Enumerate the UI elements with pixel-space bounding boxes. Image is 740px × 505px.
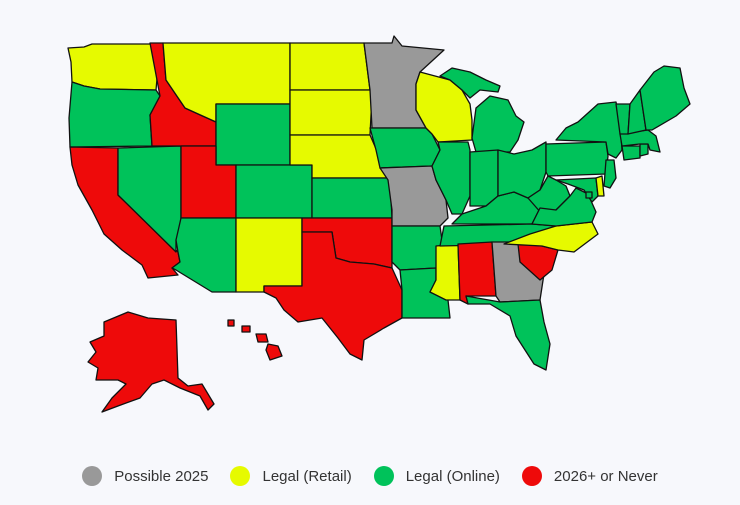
state-de[interactable]	[595, 175, 605, 197]
state-tx[interactable]	[263, 231, 403, 361]
state-ak[interactable]	[87, 311, 215, 413]
state-ma[interactable]	[619, 129, 661, 153]
legend-item-retail[interactable]: Legal (Retail)	[230, 466, 352, 486]
us-map-svg	[67, 35, 691, 413]
state-fl[interactable]	[465, 295, 551, 371]
legend-dot-icon	[82, 466, 103, 486]
state-hi-kauai[interactable]	[227, 319, 235, 327]
state-nm[interactable]	[235, 217, 303, 293]
legend-label: Legal (Retail)	[262, 467, 352, 485]
state-ct[interactable]	[621, 145, 641, 161]
state-al[interactable]	[457, 241, 497, 305]
state-ks[interactable]	[311, 177, 393, 219]
legend-item-online[interactable]: Legal (Online)	[373, 466, 500, 486]
legend-label: Possible 2025	[114, 467, 209, 485]
state-il[interactable]	[431, 141, 471, 215]
state-nj[interactable]	[603, 159, 617, 189]
state-in[interactable]	[469, 149, 499, 207]
state-me[interactable]	[639, 65, 691, 131]
state-co[interactable]	[235, 164, 313, 219]
state-hi-big-island[interactable]	[265, 343, 283, 361]
state-hi-maui[interactable]	[255, 333, 269, 343]
legend-label: Legal (Online)	[405, 467, 500, 485]
state-or[interactable]	[68, 81, 161, 148]
state-pa[interactable]	[545, 141, 609, 177]
state-dc[interactable]	[585, 191, 593, 199]
state-wa[interactable]	[67, 43, 161, 91]
legend-item-possible[interactable]: Possible 2025	[82, 466, 208, 486]
us-map	[67, 35, 691, 413]
map-legend: Possible 2025 Legal (Retail) Legal (Onli…	[0, 466, 740, 486]
state-ar[interactable]	[391, 225, 443, 271]
legend-label: 2026+ or Never	[553, 467, 658, 485]
state-mi-upper[interactable]	[439, 67, 501, 99]
state-oh[interactable]	[497, 141, 547, 199]
state-nd[interactable]	[289, 42, 371, 91]
state-wy[interactable]	[215, 103, 291, 166]
legend-dot-icon	[521, 466, 542, 486]
state-sd[interactable]	[289, 89, 373, 136]
state-va[interactable]	[531, 187, 597, 227]
state-mi[interactable]	[471, 95, 525, 153]
state-ia[interactable]	[369, 127, 441, 169]
legend-dot-icon	[373, 466, 394, 486]
state-hi-oahu[interactable]	[241, 325, 251, 333]
state-nc[interactable]	[503, 221, 599, 253]
state-az[interactable]	[171, 217, 237, 293]
legend-dot-icon	[230, 466, 251, 486]
state-ri[interactable]	[639, 143, 649, 157]
legend-item-never[interactable]: 2026+ or Never	[521, 466, 658, 486]
